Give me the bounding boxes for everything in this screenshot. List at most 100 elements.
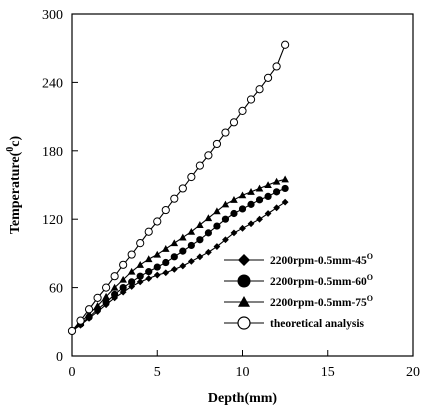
series-2	[68, 175, 289, 333]
data-point	[144, 255, 153, 263]
legend-marker	[238, 296, 250, 307]
series-1	[68, 184, 289, 335]
data-point	[272, 62, 281, 71]
data-point	[162, 269, 170, 277]
data-point	[178, 184, 187, 193]
y-axis-title-main: Temperature(	[8, 151, 23, 234]
data-point	[212, 139, 222, 149]
data-point	[136, 278, 144, 286]
data-point	[187, 241, 195, 250]
data-point	[272, 177, 281, 185]
data-point	[119, 260, 128, 269]
y-tick-label: 180	[42, 145, 63, 160]
data-point	[230, 196, 238, 203]
data-point	[222, 236, 229, 244]
data-point	[213, 222, 221, 230]
data-point	[221, 128, 230, 137]
y-tick-label: 240	[42, 76, 63, 91]
series-layer	[67, 40, 290, 336]
legend-item-1: 2200rpm-0.5mm-60O	[224, 273, 373, 288]
data-point	[102, 298, 110, 307]
legend-label-main: 2200rpm-0.5mm-45	[270, 255, 367, 267]
data-point	[127, 267, 136, 275]
y-axis-title-end: c)	[8, 136, 23, 147]
data-point	[170, 265, 178, 273]
legend: 2200rpm-0.5mm-45O2200rpm-0.5mm-60O2200rp…	[224, 252, 373, 330]
data-point	[145, 268, 153, 276]
data-point	[256, 215, 263, 223]
data-point	[93, 293, 102, 302]
legend-label-superscript: O	[367, 294, 373, 303]
data-point	[179, 233, 187, 241]
data-point	[187, 257, 195, 265]
data-point	[136, 239, 145, 248]
data-point	[102, 283, 111, 292]
data-point	[221, 215, 230, 223]
data-point	[204, 229, 212, 237]
data-point	[230, 229, 238, 237]
data-point	[229, 118, 239, 127]
data-point	[93, 302, 102, 309]
legend-label-main: 2200rpm-0.5mm-60	[270, 276, 367, 288]
data-point	[170, 194, 179, 203]
legend-marker	[237, 274, 251, 288]
data-point	[264, 181, 272, 189]
data-point	[205, 248, 212, 256]
legend-label-main: theoretical analysis	[270, 318, 365, 330]
data-point	[119, 275, 127, 283]
y-axis-title: Temperature(0c)	[5, 136, 23, 235]
x-tick-label: 10	[236, 365, 250, 380]
legend-label: theoretical analysis	[270, 318, 365, 330]
legend-item-3: theoretical analysis	[224, 316, 365, 330]
data-point	[196, 221, 204, 228]
data-point	[162, 258, 170, 267]
series-3	[67, 40, 290, 336]
data-point	[145, 275, 153, 282]
data-point	[264, 210, 272, 217]
legend-marker	[238, 254, 250, 266]
legend-label-main: 2200rpm-0.5mm-75	[270, 297, 367, 309]
data-point	[127, 250, 136, 259]
y-tick-label: 300	[42, 8, 63, 23]
data-point	[187, 172, 196, 182]
data-point	[119, 284, 127, 292]
y-tick-label: 0	[56, 350, 63, 365]
data-point	[153, 271, 161, 279]
data-point	[204, 214, 213, 222]
data-point	[102, 292, 110, 300]
data-point	[153, 217, 162, 226]
data-point	[263, 73, 273, 82]
data-point	[85, 310, 93, 317]
data-point	[255, 85, 264, 94]
data-point	[273, 188, 281, 196]
x-tick-label: 15	[321, 365, 335, 380]
axes-layer: 0 5 10 15 20 0 60 120 180 240 300 Depth(mm) Temperat…	[5, 8, 420, 406]
data-point	[238, 205, 247, 213]
data-point	[204, 151, 213, 160]
data-point	[110, 272, 119, 281]
x-tick-label: 5	[154, 365, 161, 380]
data-point	[281, 175, 289, 183]
data-point	[239, 224, 246, 232]
data-point	[255, 196, 264, 204]
data-point	[136, 272, 144, 280]
data-point	[281, 40, 290, 49]
legend-label: 2200rpm-0.5mm-60O	[270, 273, 373, 288]
data-point	[153, 263, 161, 271]
legend-label-superscript: O	[367, 252, 373, 261]
data-point	[144, 227, 153, 236]
y-axis-title-superscript: 0	[5, 147, 16, 152]
data-point	[136, 261, 144, 268]
data-point	[247, 200, 255, 208]
data-point	[221, 200, 230, 208]
data-point	[170, 253, 178, 261]
data-point	[111, 290, 119, 299]
data-point	[161, 245, 170, 252]
data-point	[264, 192, 272, 200]
data-point	[238, 106, 247, 116]
legend-label-superscript: O	[367, 273, 373, 282]
x-axis-title: Depth(mm)	[208, 391, 278, 406]
legend-item-2: 2200rpm-0.5mm-75O	[224, 294, 373, 309]
data-point	[281, 198, 289, 206]
